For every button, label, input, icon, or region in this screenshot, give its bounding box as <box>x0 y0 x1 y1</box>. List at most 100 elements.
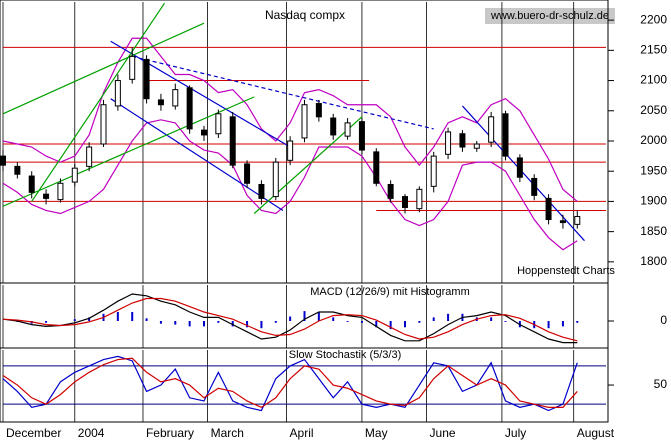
trend-line <box>461 105 585 242</box>
histogram-bar <box>289 316 292 321</box>
candle-body <box>358 121 365 151</box>
y-tick-label: 2000 <box>640 133 667 147</box>
stochastic-line <box>2 357 578 409</box>
histogram-bar <box>203 321 205 327</box>
trend-line <box>253 116 363 214</box>
histogram-bar <box>375 321 378 328</box>
plot-frame <box>0 0 609 423</box>
histogram-bar <box>45 321 48 323</box>
candle-body <box>545 197 552 221</box>
candle-body <box>215 113 222 135</box>
y-tick-label: 1950 <box>640 163 667 177</box>
bollinger-band <box>2 119 578 251</box>
x-tick-label: June <box>430 426 456 440</box>
x-tick-label: July <box>505 426 526 440</box>
histogram-bar <box>303 311 306 321</box>
candle-body <box>114 80 121 107</box>
candle-body <box>43 193 50 199</box>
bollinger-band <box>2 37 578 202</box>
candle-body <box>14 165 21 175</box>
y-tick-label: 1850 <box>640 224 667 238</box>
histogram-bar <box>404 321 406 328</box>
candle-body <box>57 182 64 201</box>
histogram-bar <box>332 317 335 321</box>
y-tick-label: 2150 <box>640 43 667 57</box>
candle-body <box>28 175 35 193</box>
trend-line <box>110 98 284 211</box>
y-tick-label: 0 <box>660 313 667 327</box>
y-tick-label: 1800 <box>640 254 667 268</box>
candle-body <box>574 216 581 225</box>
histogram-bar <box>447 313 450 321</box>
trend-line <box>2 22 205 115</box>
histogram-bar <box>418 321 421 323</box>
trend-line <box>132 55 434 130</box>
histogram-bar <box>576 321 579 323</box>
x-tick-label: February <box>146 426 194 440</box>
histogram-bar <box>317 312 320 321</box>
candle-body <box>459 133 466 148</box>
y-tick-label: 2200 <box>640 12 667 26</box>
histogram-bar <box>231 321 234 327</box>
candle-body <box>473 143 480 149</box>
histogram-bar <box>73 319 76 321</box>
candle-body <box>430 155 437 187</box>
histogram-bar <box>432 317 435 321</box>
candle-body <box>502 113 509 157</box>
histogram-bar <box>490 317 493 321</box>
histogram-bar <box>217 321 220 323</box>
signal-line <box>2 297 578 342</box>
candle-body <box>172 89 179 107</box>
source: www.buero-dr-schulz.de <box>490 10 609 22</box>
credit: Hoppenstedt Charts <box>517 265 615 277</box>
histogram-bar <box>346 321 349 322</box>
candle-body <box>258 183 265 199</box>
candle-body <box>488 116 495 143</box>
candle-body <box>86 146 93 167</box>
histogram-bar <box>561 321 564 327</box>
y-tick-label: 2050 <box>640 103 667 117</box>
candle-body <box>71 167 78 183</box>
candle-body <box>287 140 294 161</box>
candle-body <box>445 131 452 155</box>
histogram-bar <box>88 317 91 321</box>
panel-title: MACD (12/26/9) mit Histogramm <box>310 286 470 298</box>
candle-body <box>143 58 150 100</box>
candle-body <box>157 99 164 106</box>
histogram-bar <box>188 321 191 327</box>
histogram-bar <box>174 321 177 325</box>
histogram-bar <box>360 321 363 323</box>
chart-title: Nasdaq compx <box>265 8 345 22</box>
stochastic-line <box>2 355 578 412</box>
candle-body <box>516 157 523 178</box>
candle-body <box>387 183 394 199</box>
histogram-bar <box>260 321 263 329</box>
candle-body <box>272 161 279 198</box>
histogram-bar <box>504 321 507 322</box>
trend-line <box>2 96 255 207</box>
candle-body <box>531 177 538 196</box>
histogram-bar <box>116 312 119 321</box>
candle-body <box>229 116 236 166</box>
trend-line <box>31 2 166 202</box>
y-tick-label: 50 <box>654 377 668 391</box>
y-tick-label: 2100 <box>640 73 667 87</box>
candle-body <box>559 220 566 224</box>
x-tick-label: December <box>6 426 61 440</box>
candle-body <box>402 196 408 208</box>
candle-body <box>201 129 207 136</box>
histogram-bar <box>547 321 550 329</box>
y-tick-label: 1900 <box>640 194 667 208</box>
histogram-bar <box>274 321 277 323</box>
panel-title: Slow Stochastik (5/3/3) <box>289 349 402 361</box>
candle-body <box>0 155 6 166</box>
candle-body <box>330 117 337 136</box>
histogram-bar <box>131 312 134 321</box>
x-tick-label: 2004 <box>78 426 105 440</box>
source-box <box>485 8 615 24</box>
candle-body <box>129 55 136 80</box>
candle-body <box>344 122 351 137</box>
